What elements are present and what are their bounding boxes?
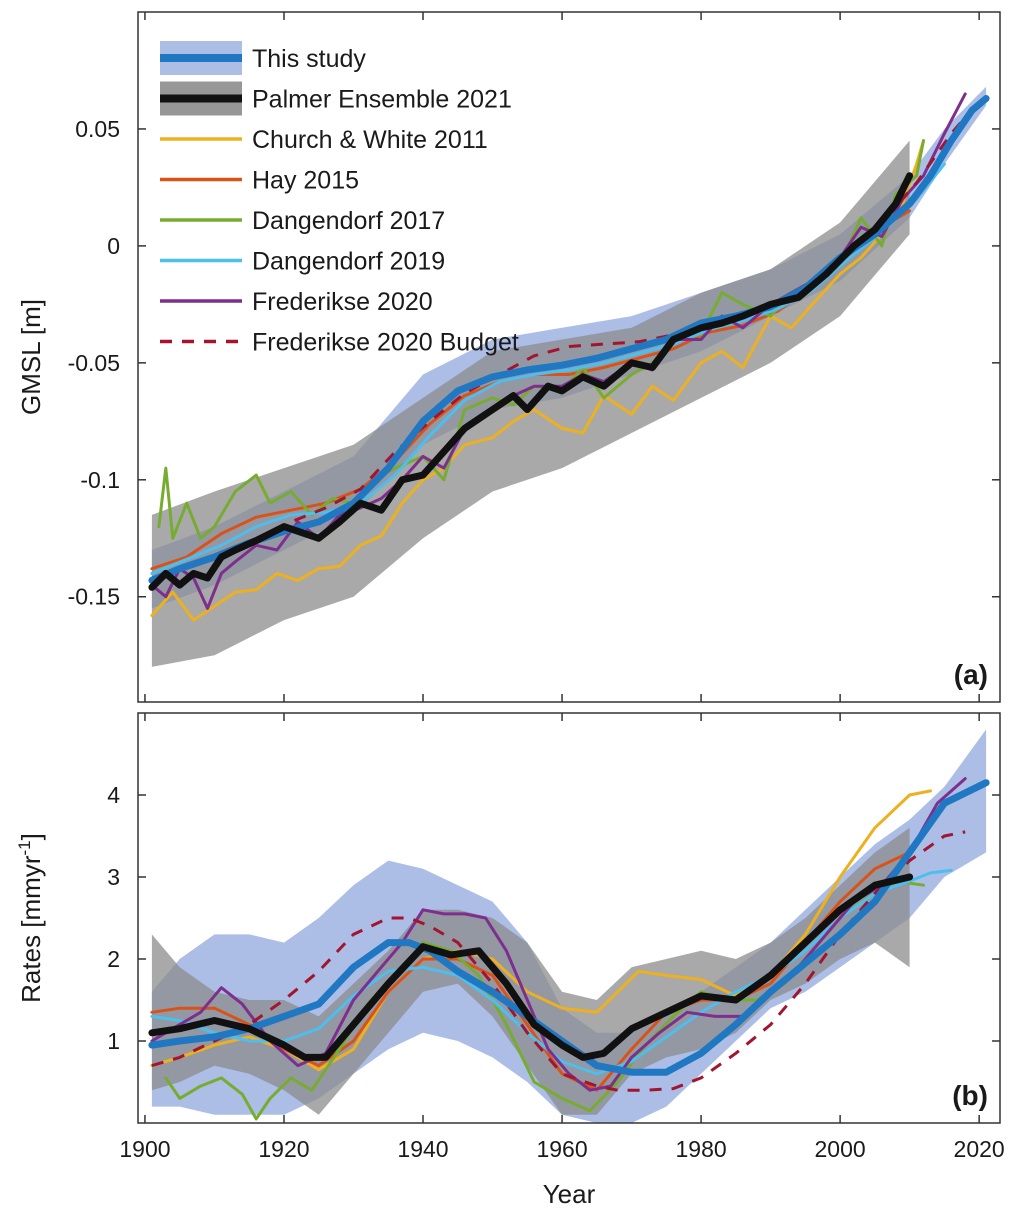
x-tick-label: 1960	[536, 1136, 587, 1162]
y-tick-label: -0.15	[68, 584, 120, 610]
panel-b-rates: 1 2 3 4 1900 1920 1940 1960 1980 2000 2020 Rates [m…	[15, 712, 1005, 1209]
y-tick-label: 4	[107, 782, 120, 808]
legend-item-palmer-ensemble-2021: Palmer Ensemble 2021	[160, 81, 512, 116]
x-tick-label: 1980	[675, 1136, 726, 1162]
y-axis-label-superscript: -1	[15, 840, 34, 855]
panel-tag: (a)	[954, 659, 988, 690]
legend-item-this-study: This study	[160, 41, 366, 75]
y-axis-label: GMSL [m]	[16, 299, 46, 415]
legend-label: Church & White 2011	[252, 126, 488, 154]
y-tick-label: 1	[107, 1028, 120, 1054]
y-axis-label-close: ]	[16, 833, 46, 840]
axes-frame	[137, 712, 1001, 1124]
y-tick-label: -0.05	[68, 350, 120, 376]
x-axis-label: Year	[543, 1179, 596, 1209]
y-tick-label: 0	[107, 233, 120, 259]
plot-area	[148, 729, 990, 1123]
legend-label: This study	[252, 45, 366, 73]
x-tick-label: 1920	[258, 1136, 309, 1162]
legend: This study Palmer Ensemble 2021 Church & W…	[160, 41, 519, 357]
legend-item-frederikse-2020-budget: Frederikse 2020 Budget	[160, 329, 519, 357]
legend-label: Palmer Ensemble 2021	[252, 86, 512, 114]
x-tick-label: 1940	[397, 1136, 448, 1162]
series-line-frederikse-2020-budget	[151, 830, 966, 1092]
x-tick-label: 2000	[815, 1136, 866, 1162]
legend-label: Dangendorf 2019	[252, 248, 445, 276]
legend-label: Frederikse 2020 Budget	[252, 329, 519, 357]
panel-tag: (b)	[952, 1080, 988, 1111]
x-tick-label: 2020	[954, 1136, 1005, 1162]
series-line-palmer-ensemble-2021	[148, 172, 914, 591]
legend-item-frederikse-2020: Frederikse 2020	[160, 288, 433, 316]
series-line-palmer-ensemble-2021	[148, 873, 914, 1061]
plot-area	[148, 86, 990, 667]
legend-label: Hay 2015	[252, 167, 359, 195]
legend-item-dangendorf-2019: Dangendorf 2019	[160, 248, 445, 276]
legend-item-church-white-2011: Church & White 2011	[160, 126, 488, 154]
y-tick-label: 0.05	[75, 116, 120, 142]
axes-frame	[137, 11, 1001, 703]
legend-label: Dangendorf 2017	[252, 207, 445, 235]
panel-a-gmsl: 0.05 0 -0.05 -0.1 -0.15 GMSL [m] (a) This study…	[16, 11, 1001, 703]
series-line-frederikse-2020-budget	[151, 116, 967, 580]
y-tick-label: 2	[107, 946, 120, 972]
series-line-church-white-2011	[150, 139, 925, 622]
x-tick-label: 1900	[119, 1136, 170, 1162]
legend-item-dangendorf-2017: Dangendorf 2017	[160, 207, 445, 235]
y-axis-label: Rates [mmyr-1]	[15, 833, 46, 1003]
y-tick-label: 3	[107, 864, 120, 890]
legend-item-hay-2015: Hay 2015	[160, 167, 359, 195]
y-tick-label: -0.1	[80, 467, 120, 493]
legend-label: Frederikse 2020	[252, 288, 433, 316]
